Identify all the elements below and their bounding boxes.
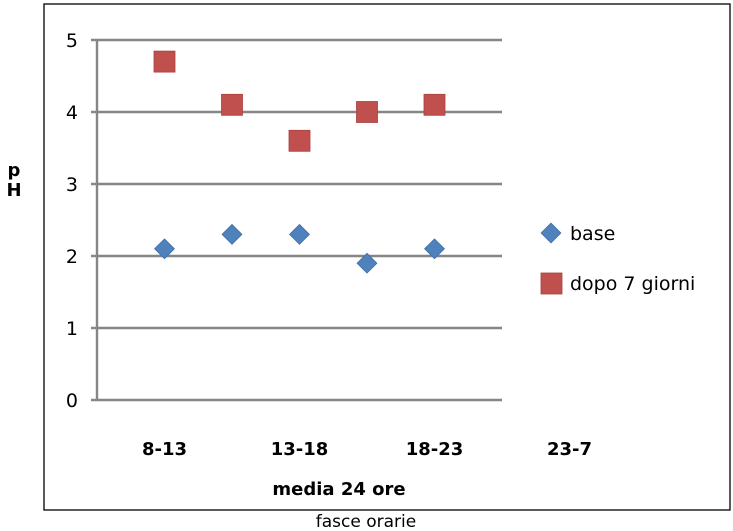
y-tick-labels: 0 1 2 3 4 5 bbox=[66, 30, 78, 412]
y-tick-label-4: 4 bbox=[66, 102, 78, 124]
marker-base-3 bbox=[289, 223, 310, 245]
y-tick-label-2: 2 bbox=[66, 246, 78, 268]
marker-base-4 bbox=[356, 252, 378, 274]
y-tick-label-5: 5 bbox=[66, 30, 78, 52]
x-tick-labels: 8-13 13-18 18-23 23-7 bbox=[142, 439, 592, 460]
x-axis-title-inner: media 24 ore bbox=[272, 479, 405, 500]
legend-item-base: base bbox=[540, 222, 615, 245]
legend-item-dopo-7-giorni: dopo 7 giorni bbox=[540, 272, 695, 295]
legend-label-dopo-7-giorni: dopo 7 giorni bbox=[570, 273, 695, 295]
x-tick-label-8-13: 8-13 bbox=[142, 439, 187, 460]
y-axis-title-line-1: p bbox=[8, 160, 21, 181]
legend-marker-base bbox=[540, 222, 562, 244]
legend: base dopo 7 giorni bbox=[540, 222, 695, 295]
marker-dopo-7-giorni-1 bbox=[153, 50, 176, 73]
legend-label-base: base bbox=[570, 223, 615, 245]
y-tick-label-3: 3 bbox=[66, 174, 78, 196]
data-markers bbox=[153, 50, 446, 274]
marker-dopo-7-giorni-2 bbox=[221, 93, 243, 116]
y-axis-title-line-2: H bbox=[6, 180, 21, 201]
y-tick-label-1: 1 bbox=[66, 318, 78, 340]
plot-frame bbox=[43, 3, 731, 511]
x-tick-label-23-7: 23-7 bbox=[547, 439, 592, 460]
x-axis-title-outer: fasce orarie bbox=[316, 512, 416, 531]
marker-dopo-7-giorni-5 bbox=[423, 93, 446, 116]
marker-dopo-7-giorni-3 bbox=[288, 129, 311, 152]
marker-base-5 bbox=[424, 238, 445, 260]
legend-marker-dopo-7-giorni bbox=[540, 272, 563, 295]
marker-base-1 bbox=[154, 238, 175, 260]
marker-base-2 bbox=[221, 223, 243, 245]
y-axis-title: p H bbox=[6, 160, 21, 201]
x-tick-label-13-18: 13-18 bbox=[271, 439, 329, 460]
marker-dopo-7-giorni-4 bbox=[356, 101, 378, 123]
x-tick-label-18-23: 18-23 bbox=[406, 439, 464, 460]
y-tick-label-0: 0 bbox=[66, 390, 78, 412]
